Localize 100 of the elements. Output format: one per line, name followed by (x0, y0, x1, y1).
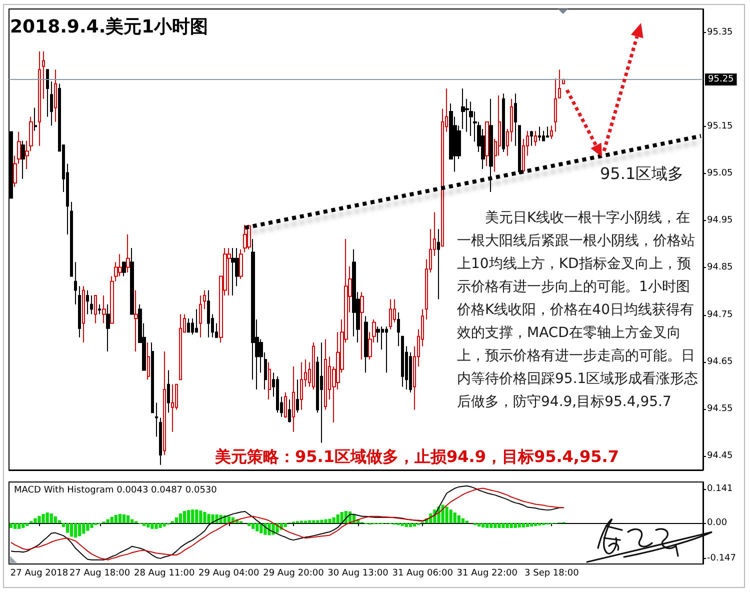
bar (82, 523, 86, 534)
candlestick (70, 201, 73, 277)
candlestick (195, 308, 198, 333)
candlestick (546, 126, 549, 138)
bar (14, 523, 17, 529)
text: 2018.9.4.美元1小时图 (10, 16, 208, 38)
candlestick (90, 294, 93, 315)
candlestick (437, 228, 440, 300)
bar (445, 506, 448, 524)
bar (58, 520, 61, 524)
bar (78, 523, 82, 536)
bar (510, 523, 513, 528)
candlestick (276, 376, 279, 414)
x-tick-label: 31 Aug 06:00 (392, 568, 454, 578)
bar (118, 514, 122, 524)
candlestick (360, 292, 364, 360)
x-tick-label: 27 Aug 18:00 (69, 568, 130, 578)
candlestick (550, 125, 553, 140)
candlestick (530, 130, 533, 146)
candlestick (106, 304, 110, 352)
bar (284, 523, 287, 527)
candlestick (21, 140, 25, 180)
bar (482, 523, 485, 528)
bar (457, 515, 460, 524)
candlestick (227, 247, 231, 296)
candlestick (401, 336, 404, 388)
bar (142, 523, 146, 526)
bar (465, 520, 468, 524)
candlestick (389, 298, 392, 330)
bar (336, 514, 340, 524)
bar (324, 519, 328, 524)
bar (478, 523, 481, 527)
annotation: 美元策略：95.1区域做多，止损94.9，目标95.4,95.7 (215, 447, 619, 468)
candlestick (147, 342, 150, 380)
candlestick (203, 290, 206, 310)
x-tick-label: 31 Aug 22:00 (456, 568, 518, 578)
candlestick (151, 342, 154, 414)
y-tick-label: 94.65 (707, 356, 733, 367)
y-tick-label: 94.95 (707, 216, 733, 226)
candlestick (163, 350, 166, 456)
x-tick-label: 3 Sep 18:00 (524, 568, 580, 578)
bar (158, 523, 162, 528)
bar (260, 523, 263, 534)
bar (514, 523, 517, 528)
candlestick (385, 326, 388, 374)
bar (449, 510, 452, 524)
ref-line-label: 95.25 (708, 74, 734, 85)
bar (490, 523, 493, 528)
candlestick (268, 362, 271, 400)
bar (494, 523, 497, 528)
y-tick-label: 95.15 (707, 122, 733, 132)
bar (10, 523, 13, 528)
bar (308, 520, 312, 524)
candlestick (538, 126, 541, 142)
bar (268, 523, 271, 536)
y-tick-label: 0.00 (707, 518, 728, 528)
candlestick (54, 69, 57, 122)
candlestick (243, 224, 247, 253)
bar (328, 518, 332, 524)
candlestick (207, 290, 210, 338)
candlestick (247, 224, 251, 250)
bar (256, 523, 259, 532)
bar (54, 516, 57, 524)
candlestick (231, 247, 235, 296)
candlestick (364, 316, 368, 374)
bar (22, 523, 25, 528)
candlestick (502, 93, 505, 153)
bar (199, 510, 202, 524)
annotation: 95.1区域多 (600, 164, 684, 185)
bar (316, 520, 320, 524)
y-tick-label: 95.35 (707, 28, 733, 38)
bar (90, 523, 94, 528)
candlestick (34, 107, 37, 132)
y-tick-label: 94.55 (707, 404, 733, 414)
bar (195, 510, 198, 524)
candlestick (300, 362, 303, 410)
bar (154, 523, 158, 529)
x-tick-label: 27 Aug 2018 (10, 568, 68, 578)
candlestick (199, 294, 202, 338)
bar (178, 513, 182, 524)
x-tick-label: 29 Aug 04:00 (198, 568, 260, 578)
candlestick (171, 384, 174, 432)
candlestick (397, 312, 400, 347)
candlestick (320, 342, 323, 444)
candlestick (130, 247, 134, 315)
bar (534, 523, 538, 526)
y-tick-label: 94.75 (707, 310, 733, 320)
candlestick (122, 262, 126, 277)
candlestick (155, 402, 158, 438)
bar (126, 515, 130, 524)
bar (320, 520, 324, 524)
candlestick (179, 314, 182, 380)
candlestick (86, 290, 89, 315)
candlestick (78, 286, 81, 338)
bar (26, 523, 29, 526)
candlestick (534, 130, 537, 146)
bar (248, 523, 251, 526)
candlestick (42, 50, 45, 100)
bar (86, 523, 90, 531)
text: 美元日K线收一根十字小阴线，在一根大阳线后紧跟一根小阴线，价格站上10均线上方，KD指标金叉向上，预示价格有进一步向上的可能。1小时图价格K线收阳，价格在40日均线获得有效的支撑，MACD在零轴上方金叉向上，预示价格有进一步走高的可能。日内等待价格回踩95.1区域形成看涨形态后做多，防守94.9,目标95.4,95.7 (457, 210, 698, 410)
